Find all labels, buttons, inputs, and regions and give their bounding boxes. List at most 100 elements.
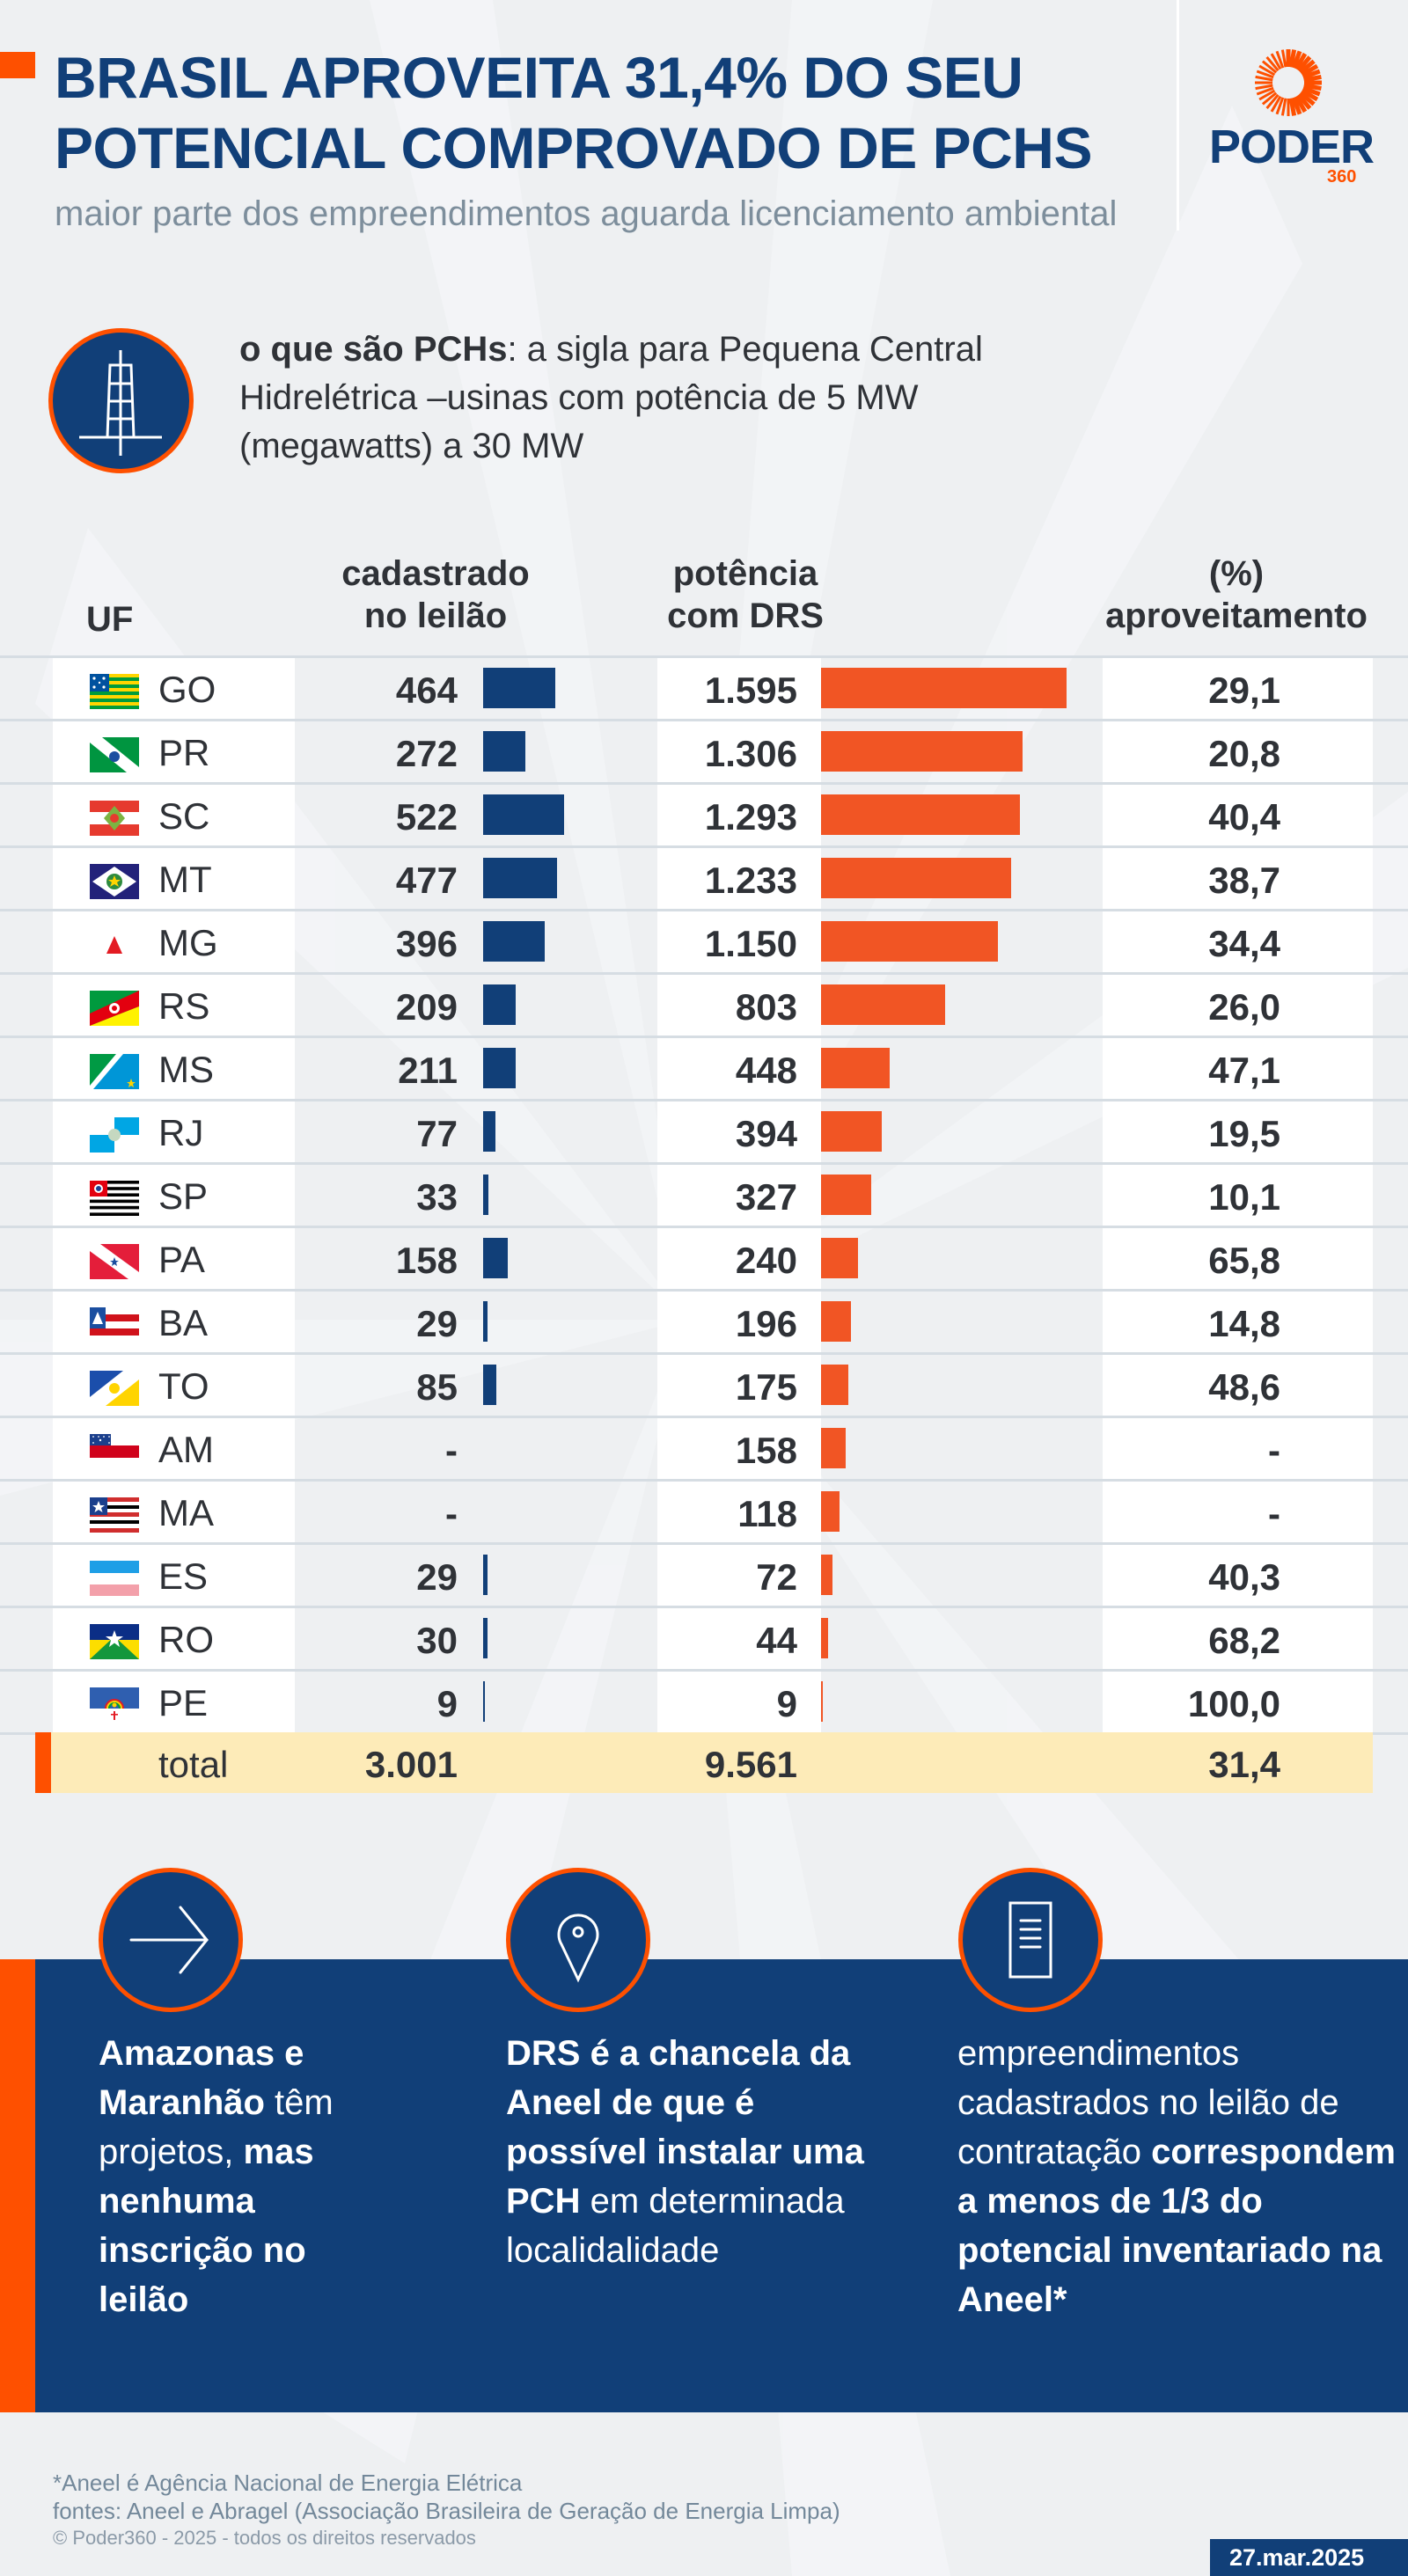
aproveitamento-value: 20,8	[1208, 733, 1280, 774]
cadastrado-value: 29	[416, 1303, 458, 1344]
potencia-value: 394	[735, 1113, 797, 1154]
cadastrado-bar	[483, 731, 525, 772]
flag-pe-icon	[90, 1687, 139, 1723]
table-row-rj: RJ 77 394 19,5	[0, 1099, 1408, 1162]
potencia-bar	[821, 731, 1023, 772]
map-pin-icon	[557, 1914, 599, 1983]
header-line: com DRS	[667, 596, 824, 635]
cadastrado-bar	[483, 1111, 495, 1152]
header-line: cadastrado	[341, 554, 530, 593]
cadastrado-value: 33	[416, 1176, 458, 1218]
cadastrado-value: 464	[395, 670, 458, 711]
potencia-value: 196	[735, 1303, 797, 1344]
sunburst-ray	[1301, 88, 1319, 102]
sunburst-ray	[1265, 93, 1280, 110]
flag-ms-icon	[90, 1054, 139, 1089]
aproveitamento-cell	[1103, 1228, 1373, 1289]
flag-ba-icon	[90, 1307, 139, 1343]
uf-label: RS	[158, 985, 210, 1027]
aproveitamento-value: 65,8	[1208, 1240, 1280, 1281]
potencia-value: 158	[735, 1430, 797, 1471]
flag-sp-icon	[90, 1181, 139, 1216]
header-line: aproveitamento	[1105, 596, 1368, 635]
cadastrado-value: 9	[436, 1683, 458, 1724]
sunburst-ray	[1258, 64, 1276, 77]
total-cadastrado: 3.001	[364, 1744, 458, 1785]
subtitle: maior parte dos empreendimentos aguarda …	[55, 194, 1118, 233]
aproveitamento-cell	[1103, 1545, 1373, 1606]
potencia-cell	[657, 911, 821, 972]
definition-icon-circle	[48, 328, 194, 473]
aproveitamento-cell	[1103, 785, 1373, 845]
potencia-cell	[657, 1418, 821, 1479]
definition-text: o que são PCHs: a sigla para Pequena Cen…	[239, 326, 1031, 471]
flag-pa-icon	[90, 1244, 139, 1279]
table-row-ro: RO 30 44 68,2	[0, 1606, 1408, 1669]
aproveitamento-value: 10,1	[1208, 1176, 1280, 1218]
total-potencia: 9.561	[704, 1744, 797, 1785]
info-text-part: Amazonas e Maranhão	[99, 2034, 304, 2122]
aproveitamento-cell	[1103, 721, 1373, 782]
potencia-bar	[821, 858, 1011, 898]
aproveitamento-cell	[1103, 658, 1373, 719]
aproveitamento-cell	[1103, 1672, 1373, 1732]
uf-label: MG	[158, 922, 218, 963]
potencia-cell	[657, 1101, 821, 1162]
uf-label: PR	[158, 732, 210, 773]
header-line: potência	[672, 554, 818, 593]
potencia-value: 1.306	[704, 733, 797, 774]
table-row-pa: PA 158 240 65,8	[0, 1226, 1408, 1289]
potencia-value: 72	[756, 1556, 797, 1598]
potencia-bar	[821, 1238, 858, 1278]
cadastrado-value: -	[445, 1493, 458, 1534]
flag-sc-icon	[90, 801, 139, 836]
potencia-bar	[821, 794, 1021, 835]
potencia-cell	[657, 721, 821, 782]
potencia-value: 803	[735, 986, 797, 1028]
potencia-value: 1.150	[704, 923, 797, 964]
cadastrado-value: 209	[395, 986, 458, 1028]
potencia-bar	[821, 1365, 848, 1405]
potencia-bar	[821, 1618, 828, 1658]
potencia-cell	[657, 1545, 821, 1606]
uf-label: RJ	[158, 1112, 204, 1153]
title-line-1: BRASIL APROVEITA 31,4% DO SEU	[55, 45, 1023, 110]
table-row-sp: SP 33 327 10,1	[0, 1162, 1408, 1226]
sunburst-ray	[1258, 89, 1276, 101]
arrow-right-icon	[129, 1906, 209, 1974]
table-row-rs: RS 209 803 26,0	[0, 972, 1408, 1036]
uf-label: BA	[158, 1302, 209, 1343]
transmission-tower-icon	[79, 350, 162, 456]
flag-es-icon	[90, 1561, 139, 1596]
cadastrado-value: 29	[416, 1556, 458, 1598]
uf-label: AM	[158, 1429, 214, 1470]
aproveitamento-value: -	[1268, 1493, 1280, 1534]
uf-label: GO	[158, 669, 216, 710]
sunburst-ray	[1291, 50, 1302, 69]
aproveitamento-cell	[1103, 1355, 1373, 1416]
aproveitamento-value: 68,2	[1208, 1620, 1280, 1661]
header-line: (%)	[1208, 554, 1265, 593]
definition-body: : a sigla para Pequena Central Hidrelétr…	[239, 330, 983, 465]
sunburst-ray	[1280, 49, 1287, 68]
sunburst-ray	[1301, 63, 1319, 77]
aproveitamento-cell	[1103, 1292, 1373, 1352]
uf-label: ES	[158, 1555, 209, 1597]
sunburst-ray	[1299, 59, 1316, 75]
aproveitamento-cell	[1103, 975, 1373, 1036]
sunburst-ray	[1270, 95, 1282, 113]
column-header-aproveitamento: (%) aproveitamento	[1074, 553, 1399, 637]
info-text-drs: DRS é a chancela da Aneel de que é possí…	[506, 2029, 876, 2275]
cadastrado-value: 158	[395, 1240, 458, 1281]
logo-wordmark: PODER	[1209, 121, 1375, 173]
flag-rj-icon	[90, 1117, 139, 1153]
aproveitamento-value: 26,0	[1208, 986, 1280, 1028]
total-row: total 3.001 9.561 31,4	[35, 1732, 1373, 1793]
cadastrado-bar	[483, 794, 564, 835]
potencia-cell	[657, 848, 821, 909]
definition-term: o que são PCHs	[239, 330, 508, 369]
uf-label: MS	[158, 1049, 214, 1090]
aproveitamento-cell	[1103, 1608, 1373, 1669]
sunburst-ray	[1256, 70, 1274, 79]
header-line: no leilão	[363, 596, 508, 635]
